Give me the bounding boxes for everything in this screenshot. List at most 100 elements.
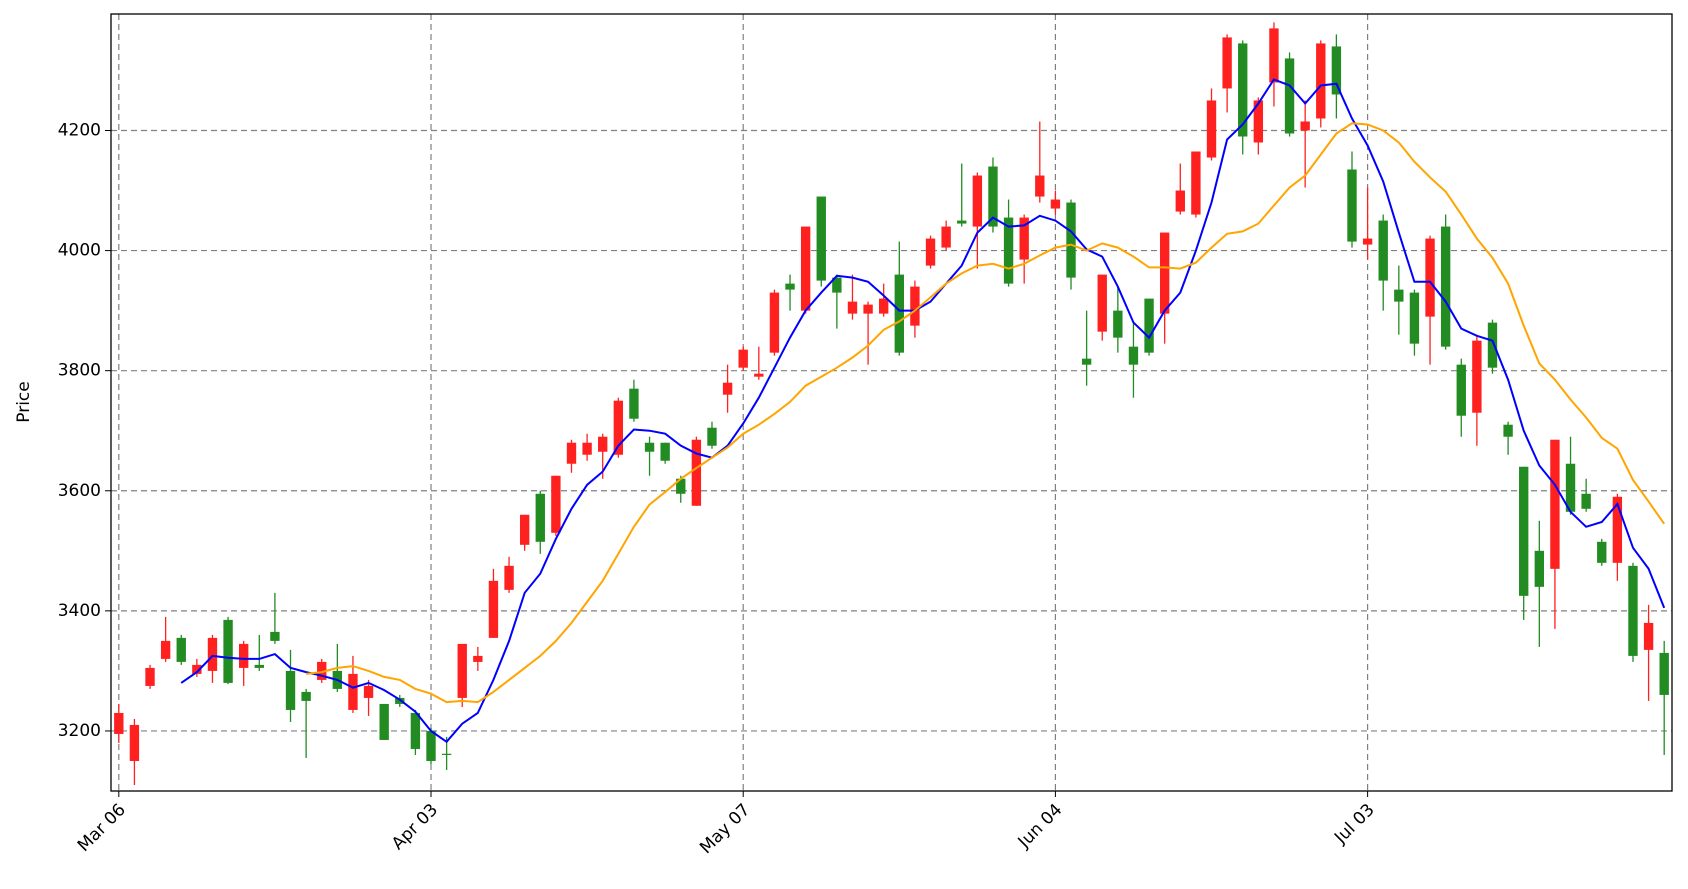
candle-body — [504, 565, 514, 590]
plot-frame — [110, 13, 1673, 792]
candle-body — [1378, 220, 1388, 281]
candle-body — [847, 301, 858, 314]
candle-body — [1113, 310, 1123, 338]
candle-body — [644, 442, 655, 452]
y-tick-label: 3400 — [58, 601, 101, 621]
y-tick-label: 4000 — [58, 241, 101, 261]
candle-body — [192, 664, 202, 674]
candle-body — [239, 643, 249, 668]
candle-body — [1628, 565, 1638, 656]
candle-body — [1300, 121, 1310, 131]
candle-body — [363, 685, 374, 698]
candle-body — [1269, 28, 1279, 83]
candle-body — [1191, 151, 1201, 215]
x-tick-label: Apr 03 — [388, 800, 442, 854]
candle-body — [754, 373, 764, 377]
candle-body — [769, 292, 780, 353]
candle-body — [348, 673, 358, 710]
candle-body — [941, 226, 951, 248]
y-tick-label: 3200 — [58, 721, 101, 741]
candle-body — [410, 712, 421, 749]
candle-body — [1659, 652, 1669, 695]
candle-body — [551, 475, 561, 533]
candle-body — [426, 730, 436, 761]
candle-body — [379, 703, 389, 740]
candle-body — [114, 712, 124, 734]
candle-body — [1519, 466, 1529, 596]
candle-body — [1284, 58, 1295, 134]
candle-body — [1409, 292, 1420, 344]
candle-body — [1440, 226, 1451, 347]
candle-body — [1472, 340, 1482, 413]
x-tick-label: Mar 06 — [74, 800, 130, 856]
y-tick-label: 3600 — [58, 481, 101, 501]
candle-body — [1487, 322, 1498, 368]
candle-body — [1081, 358, 1092, 365]
candle-body — [910, 286, 920, 326]
candle-body — [894, 274, 904, 353]
candle-body — [457, 643, 467, 698]
candle-body — [832, 277, 842, 293]
candle-body — [1316, 43, 1326, 119]
candle-body — [1097, 274, 1107, 332]
x-tick-label: Jul 03 — [1330, 800, 1378, 848]
candle-body — [1643, 622, 1654, 650]
candle-body — [1003, 217, 1014, 284]
candle-body — [816, 196, 826, 281]
candle-body — [1066, 202, 1076, 278]
candle-body — [879, 298, 889, 314]
candle-body — [1425, 238, 1435, 317]
candle-body — [1222, 37, 1232, 89]
candle-body — [1144, 298, 1154, 353]
candle-body — [613, 400, 624, 455]
candle-body — [566, 442, 577, 464]
candle-body — [1394, 289, 1404, 302]
candle-body — [1612, 496, 1623, 563]
candle-body — [301, 691, 311, 701]
candle-body — [1253, 100, 1264, 143]
candle-body — [1597, 541, 1607, 563]
y-axis-label: Price — [14, 381, 34, 422]
candle-body — [925, 238, 936, 266]
candle-body — [1035, 175, 1045, 197]
candle-body — [722, 382, 733, 395]
candle-body — [629, 388, 639, 419]
candle-body — [129, 724, 140, 761]
candle-body — [254, 664, 264, 668]
candle-body — [519, 514, 530, 545]
candle-body — [1534, 550, 1544, 587]
candle-body — [1238, 43, 1248, 137]
candle-body — [660, 442, 670, 461]
candle-body — [988, 166, 998, 227]
candle-body — [223, 619, 233, 683]
candle-body — [1565, 463, 1576, 512]
candle-body — [1206, 100, 1217, 158]
candle-body — [691, 439, 702, 506]
candle-body — [1019, 217, 1029, 260]
candle-body — [863, 304, 873, 314]
candle-body — [160, 640, 171, 659]
candle-body — [1503, 424, 1513, 437]
candle-body — [176, 637, 186, 662]
candle-body — [1175, 190, 1185, 212]
candle-body — [441, 753, 452, 755]
x-tick-label: Jun 04 — [1014, 800, 1067, 853]
candle-body — [707, 427, 717, 446]
candle-body — [972, 175, 983, 227]
candle-body — [1362, 238, 1373, 245]
candle-body — [598, 436, 608, 452]
x-tick-label: May 07 — [696, 800, 754, 858]
candle-body — [1159, 232, 1170, 314]
candle-body — [1550, 439, 1560, 569]
candle-body — [800, 226, 811, 311]
y-tick-label: 3800 — [58, 361, 101, 381]
candle-body — [738, 349, 748, 368]
candle-body — [1128, 346, 1139, 365]
candle-body — [785, 283, 795, 290]
candle-body — [473, 655, 483, 662]
candle-body — [207, 637, 218, 671]
candle-body — [535, 493, 545, 542]
candle-body — [1331, 46, 1342, 95]
moving-average-line — [180, 78, 1666, 744]
